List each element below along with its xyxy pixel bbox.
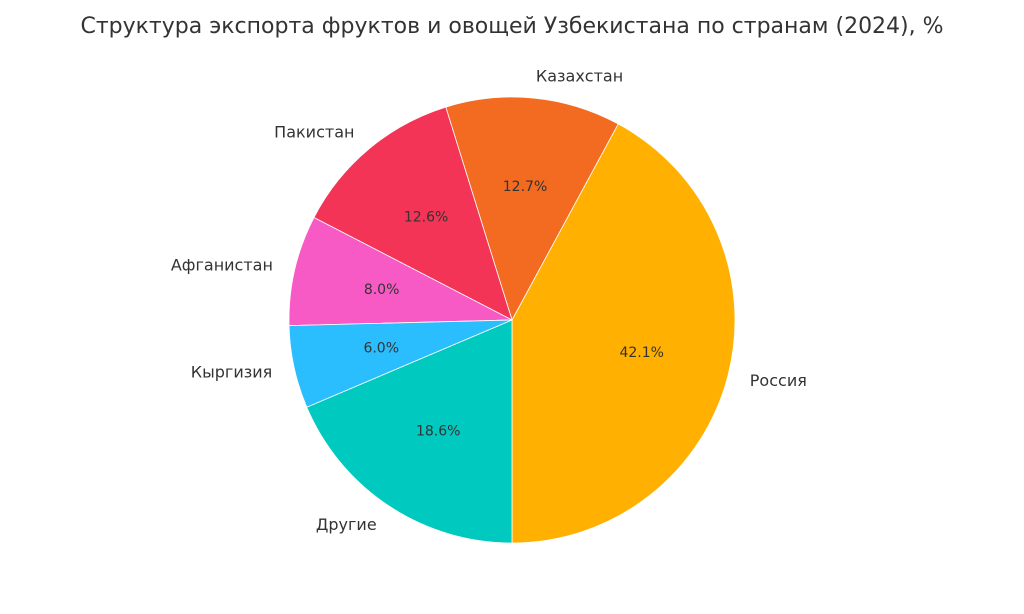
pie-slice-1: [445, 96, 619, 322]
slice-percent-label: 12.7%: [503, 179, 547, 195]
slice-percent-label: 18.6%: [416, 424, 460, 440]
slice-category-label: Афганистан: [171, 255, 273, 274]
slice-category-label: Россия: [750, 371, 807, 390]
slice-percent-label: 6.0%: [363, 340, 399, 356]
pie-slice-2: [313, 106, 513, 321]
slice-percent-label: 42.1%: [619, 345, 663, 361]
slice-category-label: Пакистан: [274, 122, 354, 141]
slice-category-label: Казахстан: [536, 66, 623, 85]
pie-slice-0: [511, 123, 736, 544]
pie-slice-3: [288, 216, 513, 327]
pie-slice-5: [306, 319, 513, 544]
chart-title: Структура экспорта фруктов и овощей Узбе…: [80, 14, 943, 39]
slice-percent-label: 8.0%: [364, 282, 400, 298]
slice-category-label: Кыргизия: [191, 363, 272, 382]
pie-slices: [288, 96, 736, 544]
pie-labels: 42.1% Россия 12.7% Казахстан 12.6% Пакистан 8.…: [171, 66, 807, 534]
slice-percent-label: 12.6%: [404, 209, 448, 225]
slice-category-label: Другие: [316, 515, 377, 534]
